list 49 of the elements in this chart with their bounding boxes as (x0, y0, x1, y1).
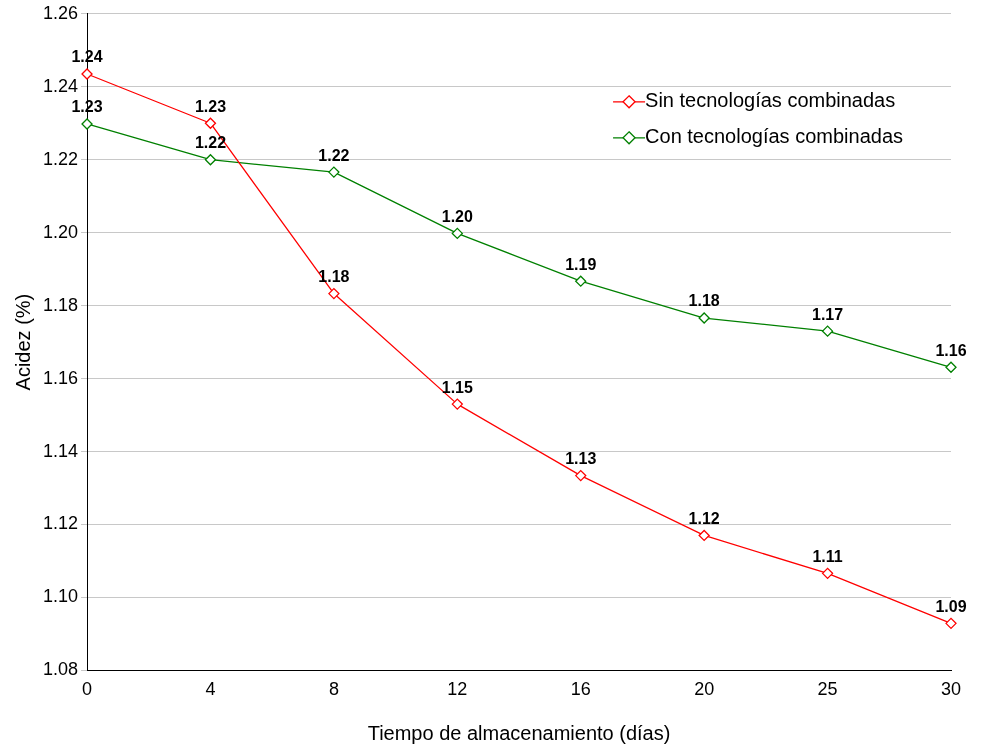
point (451, 398, 463, 410)
point (698, 312, 710, 324)
x-tick-label: 12 (447, 679, 468, 700)
y-tick-label: 1.20 (42, 221, 79, 242)
x-tick-label: 4 (205, 679, 216, 700)
point (328, 287, 340, 300)
data-label: 1.11 (812, 547, 843, 565)
x-tick-label: 30 (940, 679, 962, 700)
legend-label: Sin tecnologías combinadas (645, 89, 896, 112)
data-label: 1.16 (935, 341, 967, 359)
y-tick-label: 1.12 (42, 513, 79, 534)
point (328, 166, 340, 178)
y-tick-label: 1.18 (42, 294, 79, 315)
y-tick-label: 1.08 (42, 659, 79, 680)
data-label: 1.13 (565, 450, 597, 468)
y-tick-label: 1.22 (42, 148, 79, 169)
point (204, 117, 217, 129)
point (698, 529, 710, 542)
x-axis-title: Tiempo de almacenamiento (días) (367, 721, 671, 744)
y-tick-label: 1.24 (42, 75, 79, 96)
data-label: 1.09 (935, 597, 967, 615)
data-label: 1.18 (688, 292, 720, 310)
y-axis-title: Acidez (%) (11, 293, 34, 391)
legend-label: Con tecnologías combinadas (645, 125, 904, 148)
x-tick-label: 16 (570, 679, 591, 700)
data-label: 1.15 (441, 378, 473, 396)
point (451, 227, 463, 240)
point (945, 617, 957, 629)
data-label: 1.17 (812, 305, 844, 323)
x-tick-label: 25 (817, 679, 838, 700)
x-tick-label: 8 (328, 679, 339, 700)
point (945, 361, 957, 373)
data-label: 1.22 (194, 134, 227, 152)
y-tick-label: 1.16 (42, 367, 79, 388)
data-label: 1.19 (565, 255, 597, 273)
data-label: 1.20 (441, 207, 473, 225)
point (575, 469, 587, 482)
point (575, 275, 587, 287)
y-tick-label: 1.10 (42, 586, 79, 607)
data-label: 1.12 (688, 509, 720, 527)
y-tick-label: 1.14 (42, 440, 79, 461)
x-tick-label: 20 (694, 679, 715, 700)
point (821, 567, 834, 580)
point (821, 325, 834, 337)
x-tick-label: 0 (82, 679, 93, 700)
data-label: 1.22 (318, 146, 350, 164)
point (204, 154, 217, 166)
data-label: 1.23 (194, 97, 227, 115)
y-tick-label: 1.26 (42, 2, 79, 23)
